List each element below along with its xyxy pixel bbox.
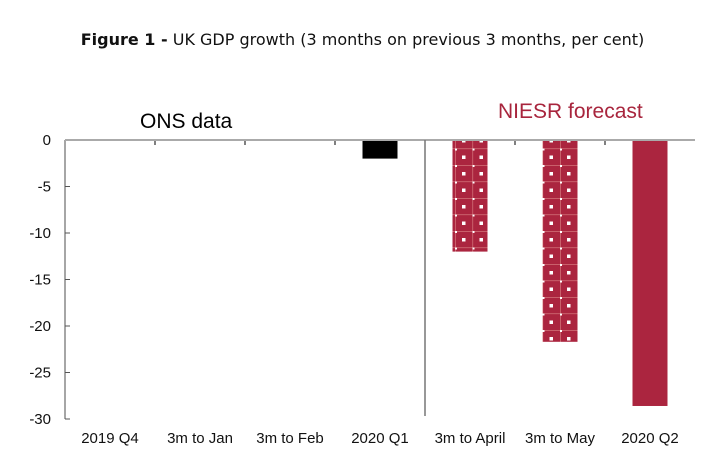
y-tick-label: -25	[29, 365, 51, 382]
bar-3m-to-april	[452, 140, 488, 252]
figure-label: Figure 1 -	[80, 30, 168, 49]
x-tick-label: 3m to Feb	[256, 430, 324, 447]
y-tick-label: 0	[43, 132, 51, 149]
bar-3m-to-may	[542, 140, 578, 342]
y-tick-label: -5	[38, 179, 51, 196]
x-tick-label: 2020 Q2	[621, 430, 679, 447]
y-tick-label: -15	[29, 272, 51, 289]
annotation-ons: ONS data	[140, 110, 233, 133]
x-tick-label: 2019 Q4	[81, 430, 139, 447]
bar-2020-q1	[362, 140, 398, 159]
annotation-niesr: NIESR forecast	[498, 100, 643, 123]
x-tick-label: 3m to April	[435, 430, 506, 447]
y-tick-label: -20	[29, 318, 51, 335]
y-tick-label: -30	[29, 411, 51, 428]
title-text: UK GDP growth (3 months on previous 3 mo…	[172, 30, 645, 49]
x-tick-label: 3m to May	[525, 430, 596, 447]
x-tick-label: 3m to Jan	[167, 430, 233, 447]
chart-title: Figure 1 - UK GDP growth (3 months on pr…	[0, 30, 725, 49]
bar-2020-q2	[632, 140, 668, 406]
x-tick-label: 2020 Q1	[351, 430, 409, 447]
y-tick-label: -10	[29, 225, 51, 242]
